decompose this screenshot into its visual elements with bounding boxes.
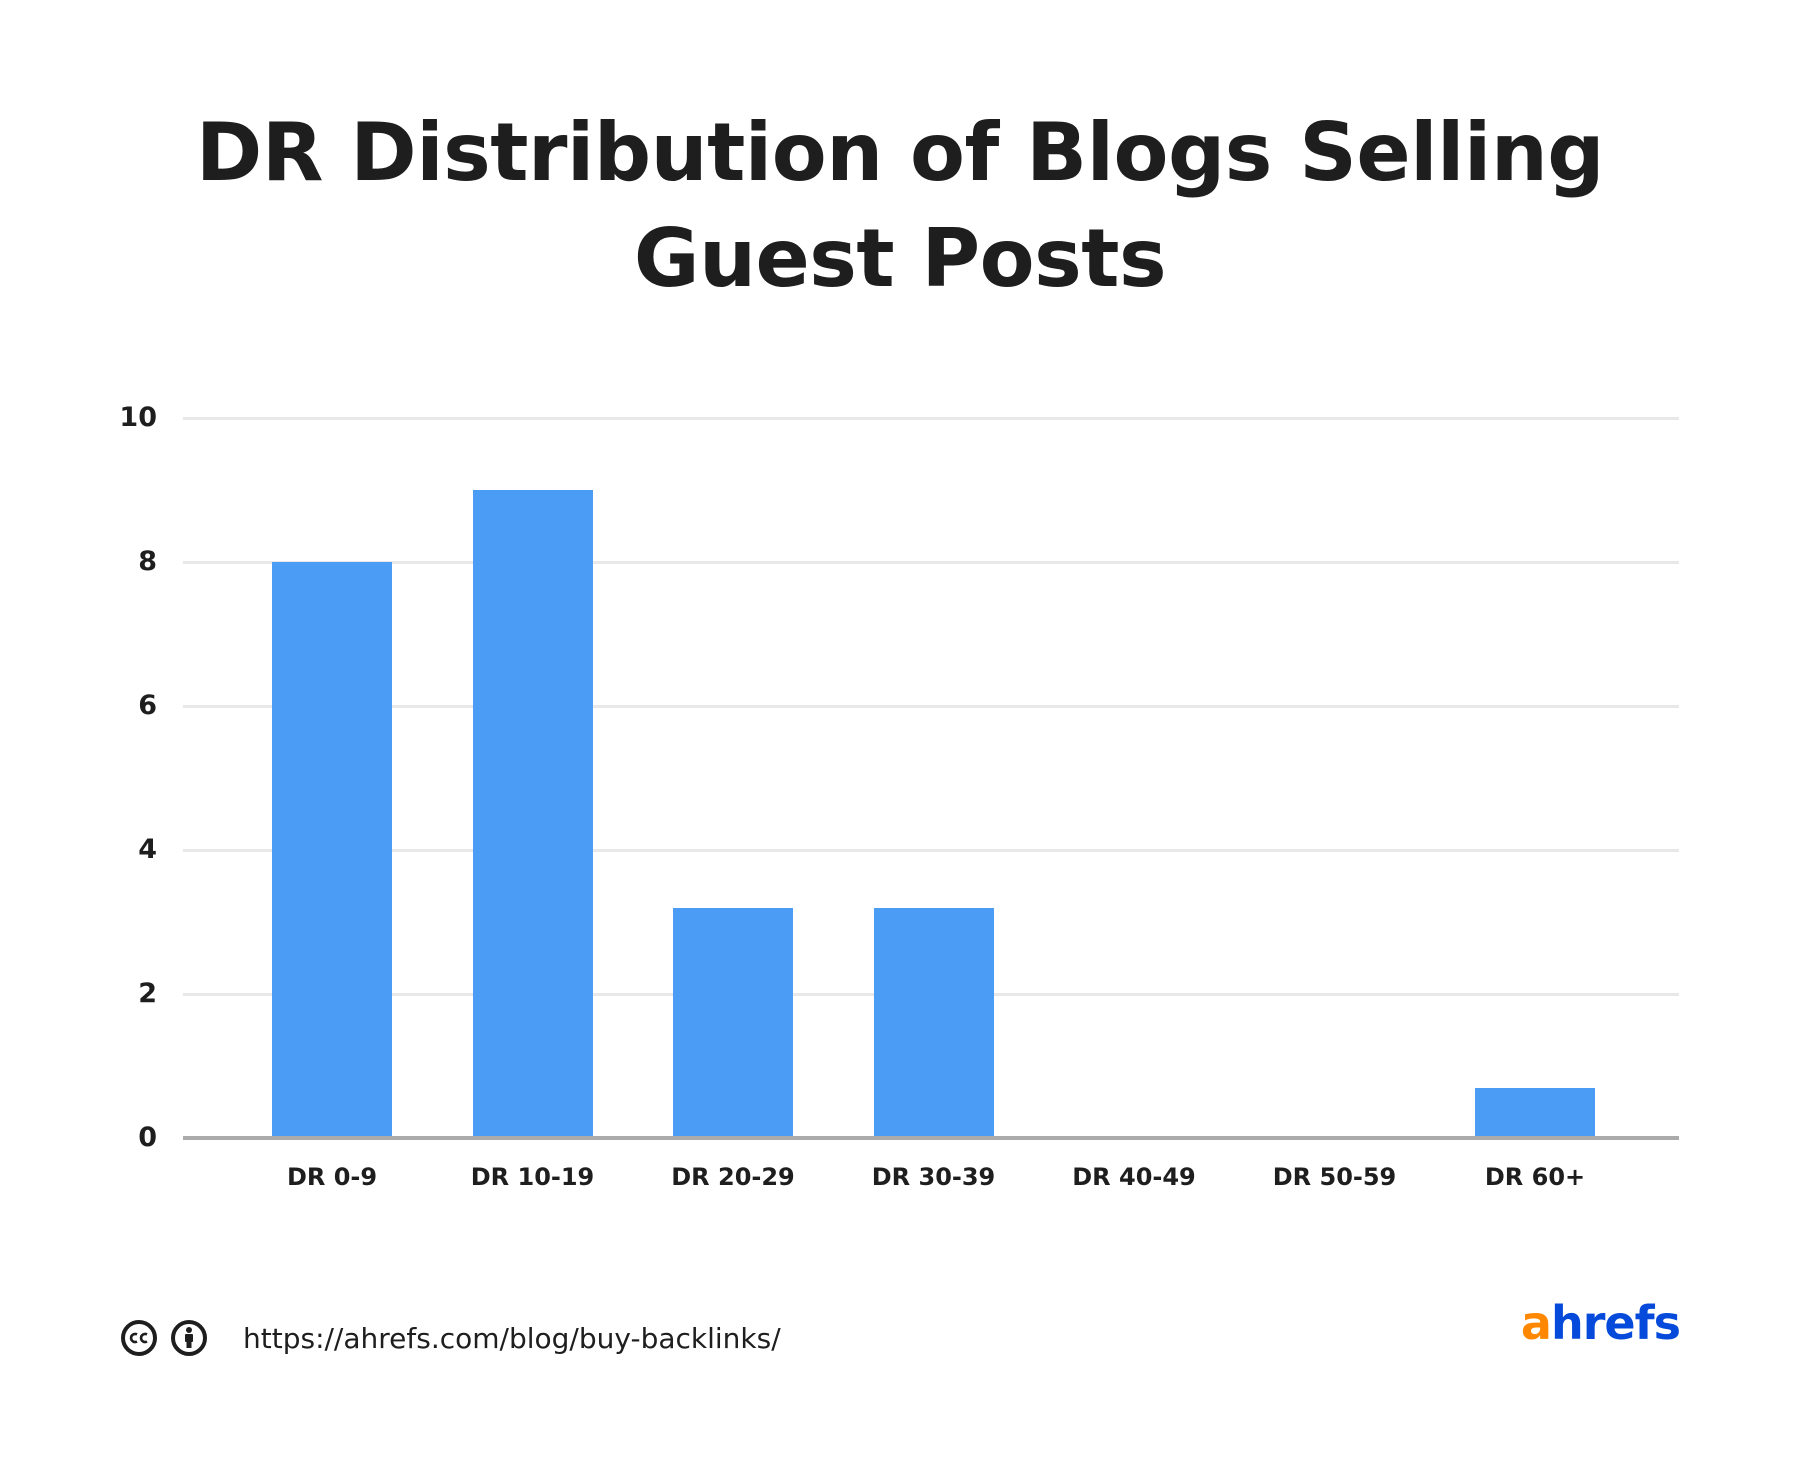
y-tick-label: 4 [138,834,157,865]
x-tick-label: DR 20-29 [671,1163,795,1191]
bar [673,907,793,1138]
chart-title-line-2: Guest Posts [633,212,1167,305]
bar [272,562,392,1138]
footer: https://ahrefs.com/blog/buy-backlinks/ [121,1317,781,1359]
y-tick-label: 6 [138,690,157,721]
x-tick-label: DR 30-39 [871,1163,996,1191]
bar [873,907,994,1138]
gridline [183,704,1679,708]
bar [1475,1087,1595,1138]
chart-title-line-1: DR Distribution of Blogs Selling [195,106,1605,199]
x-tick-label: DR 0-9 [286,1163,378,1191]
source-url[interactable]: https://ahrefs.com/blog/buy-backlinks/ [243,1321,781,1355]
y-tick-label: 8 [138,546,157,577]
gridline [183,416,1679,420]
y-tick-label: 0 [138,1122,157,1153]
y-tick-label: 2 [138,978,157,1009]
x-tick-label: DR 40-49 [1072,1163,1196,1191]
chart-title: DR Distribution of Blogs Selling Guest P… [0,100,1800,312]
logo-letters-hrefs: hrefs [1550,1296,1681,1350]
x-tick-label: DR 60+ [1484,1163,1586,1191]
gridline [183,848,1679,852]
bar [472,490,593,1138]
x-tick-label: DR 10-19 [470,1163,595,1191]
gridline [183,560,1679,564]
y-tick-label: 10 [119,402,157,433]
attribution-icon [171,1320,207,1356]
x-tick-label: DR 50-59 [1272,1163,1397,1191]
x-axis-line [183,1136,1679,1140]
creative-commons-icon [121,1320,157,1356]
ahrefs-logo: ahrefs [1520,1296,1681,1350]
logo-letter-a: a [1520,1296,1552,1350]
